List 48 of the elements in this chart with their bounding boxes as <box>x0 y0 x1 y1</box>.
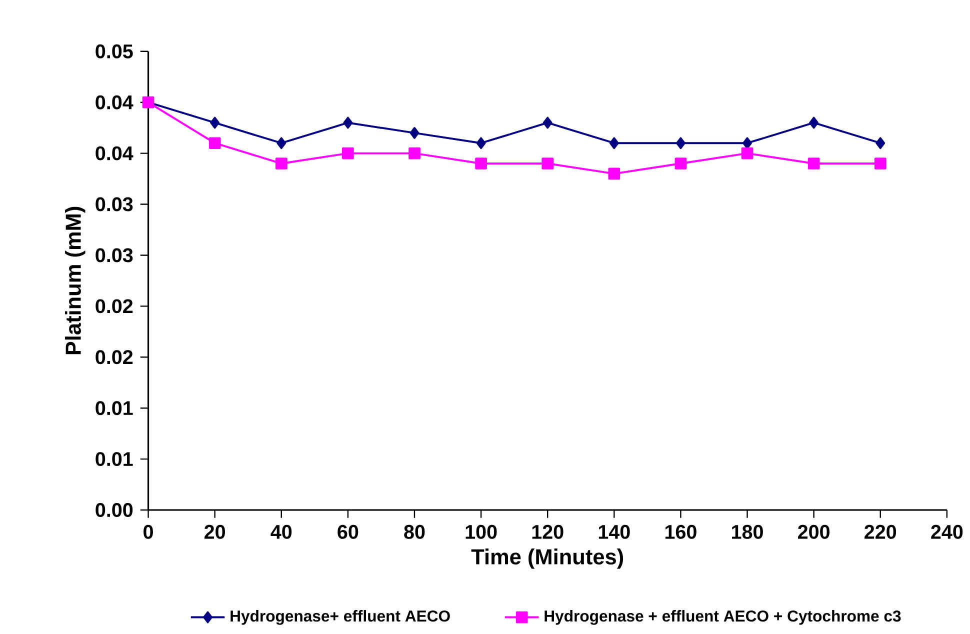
y-tick-label: 0.02 <box>96 350 133 364</box>
y-tick-label: 0.02 <box>96 299 133 314</box>
x-tick-label: 60 <box>338 525 358 540</box>
y-axis-title: Platinum (mM) <box>65 207 86 354</box>
y-tick-label: 0.01 <box>96 452 133 466</box>
y-tick-label: 0.04 <box>96 146 134 161</box>
point <box>276 137 286 150</box>
x-tick-label: 240 <box>931 525 963 540</box>
point <box>210 117 220 129</box>
point <box>808 158 820 170</box>
point <box>408 148 420 160</box>
legend-label: Hydrogenase+ effluent AECO <box>230 610 450 626</box>
x-tick-label: 80 <box>404 525 425 540</box>
point <box>809 117 819 129</box>
point <box>476 137 486 150</box>
y-tick-label: 0.04 <box>96 96 134 110</box>
point <box>608 168 620 180</box>
point <box>674 158 687 170</box>
point <box>609 137 619 150</box>
y-tick-label: 0.03 <box>96 197 133 212</box>
y-tick-label: 0.00 <box>96 503 133 518</box>
point <box>475 158 487 170</box>
x-tick-label: 40 <box>270 525 292 540</box>
point <box>676 137 686 150</box>
x-tick-label: 100 <box>466 525 497 540</box>
point <box>342 148 354 160</box>
legend-label: Hydrogenase + effluent AECO + Cytochrome c3 <box>544 610 901 626</box>
y-tick-label: 0.01 <box>96 401 133 416</box>
y-tick-label: 0.03 <box>96 248 133 262</box>
x-tick-label: 0 <box>144 525 153 540</box>
point <box>410 127 420 140</box>
x-axis-title: Time (Minutes) <box>471 548 624 569</box>
point <box>741 148 754 160</box>
point <box>542 117 552 129</box>
x-tick-label: 20 <box>204 525 226 540</box>
x-tick-label: 140 <box>598 525 630 540</box>
point <box>275 158 288 170</box>
x-tick-label: 120 <box>532 525 564 540</box>
x-tick-label: 160 <box>665 525 696 540</box>
point <box>208 137 221 150</box>
point <box>874 158 886 170</box>
x-tick-label: 220 <box>864 525 896 540</box>
y-tick-label: 0.05 <box>96 44 133 59</box>
x-tick-label: 200 <box>798 525 830 540</box>
point <box>542 158 554 170</box>
point <box>876 137 886 150</box>
x-tick-label: 180 <box>732 525 763 540</box>
point <box>343 117 353 129</box>
